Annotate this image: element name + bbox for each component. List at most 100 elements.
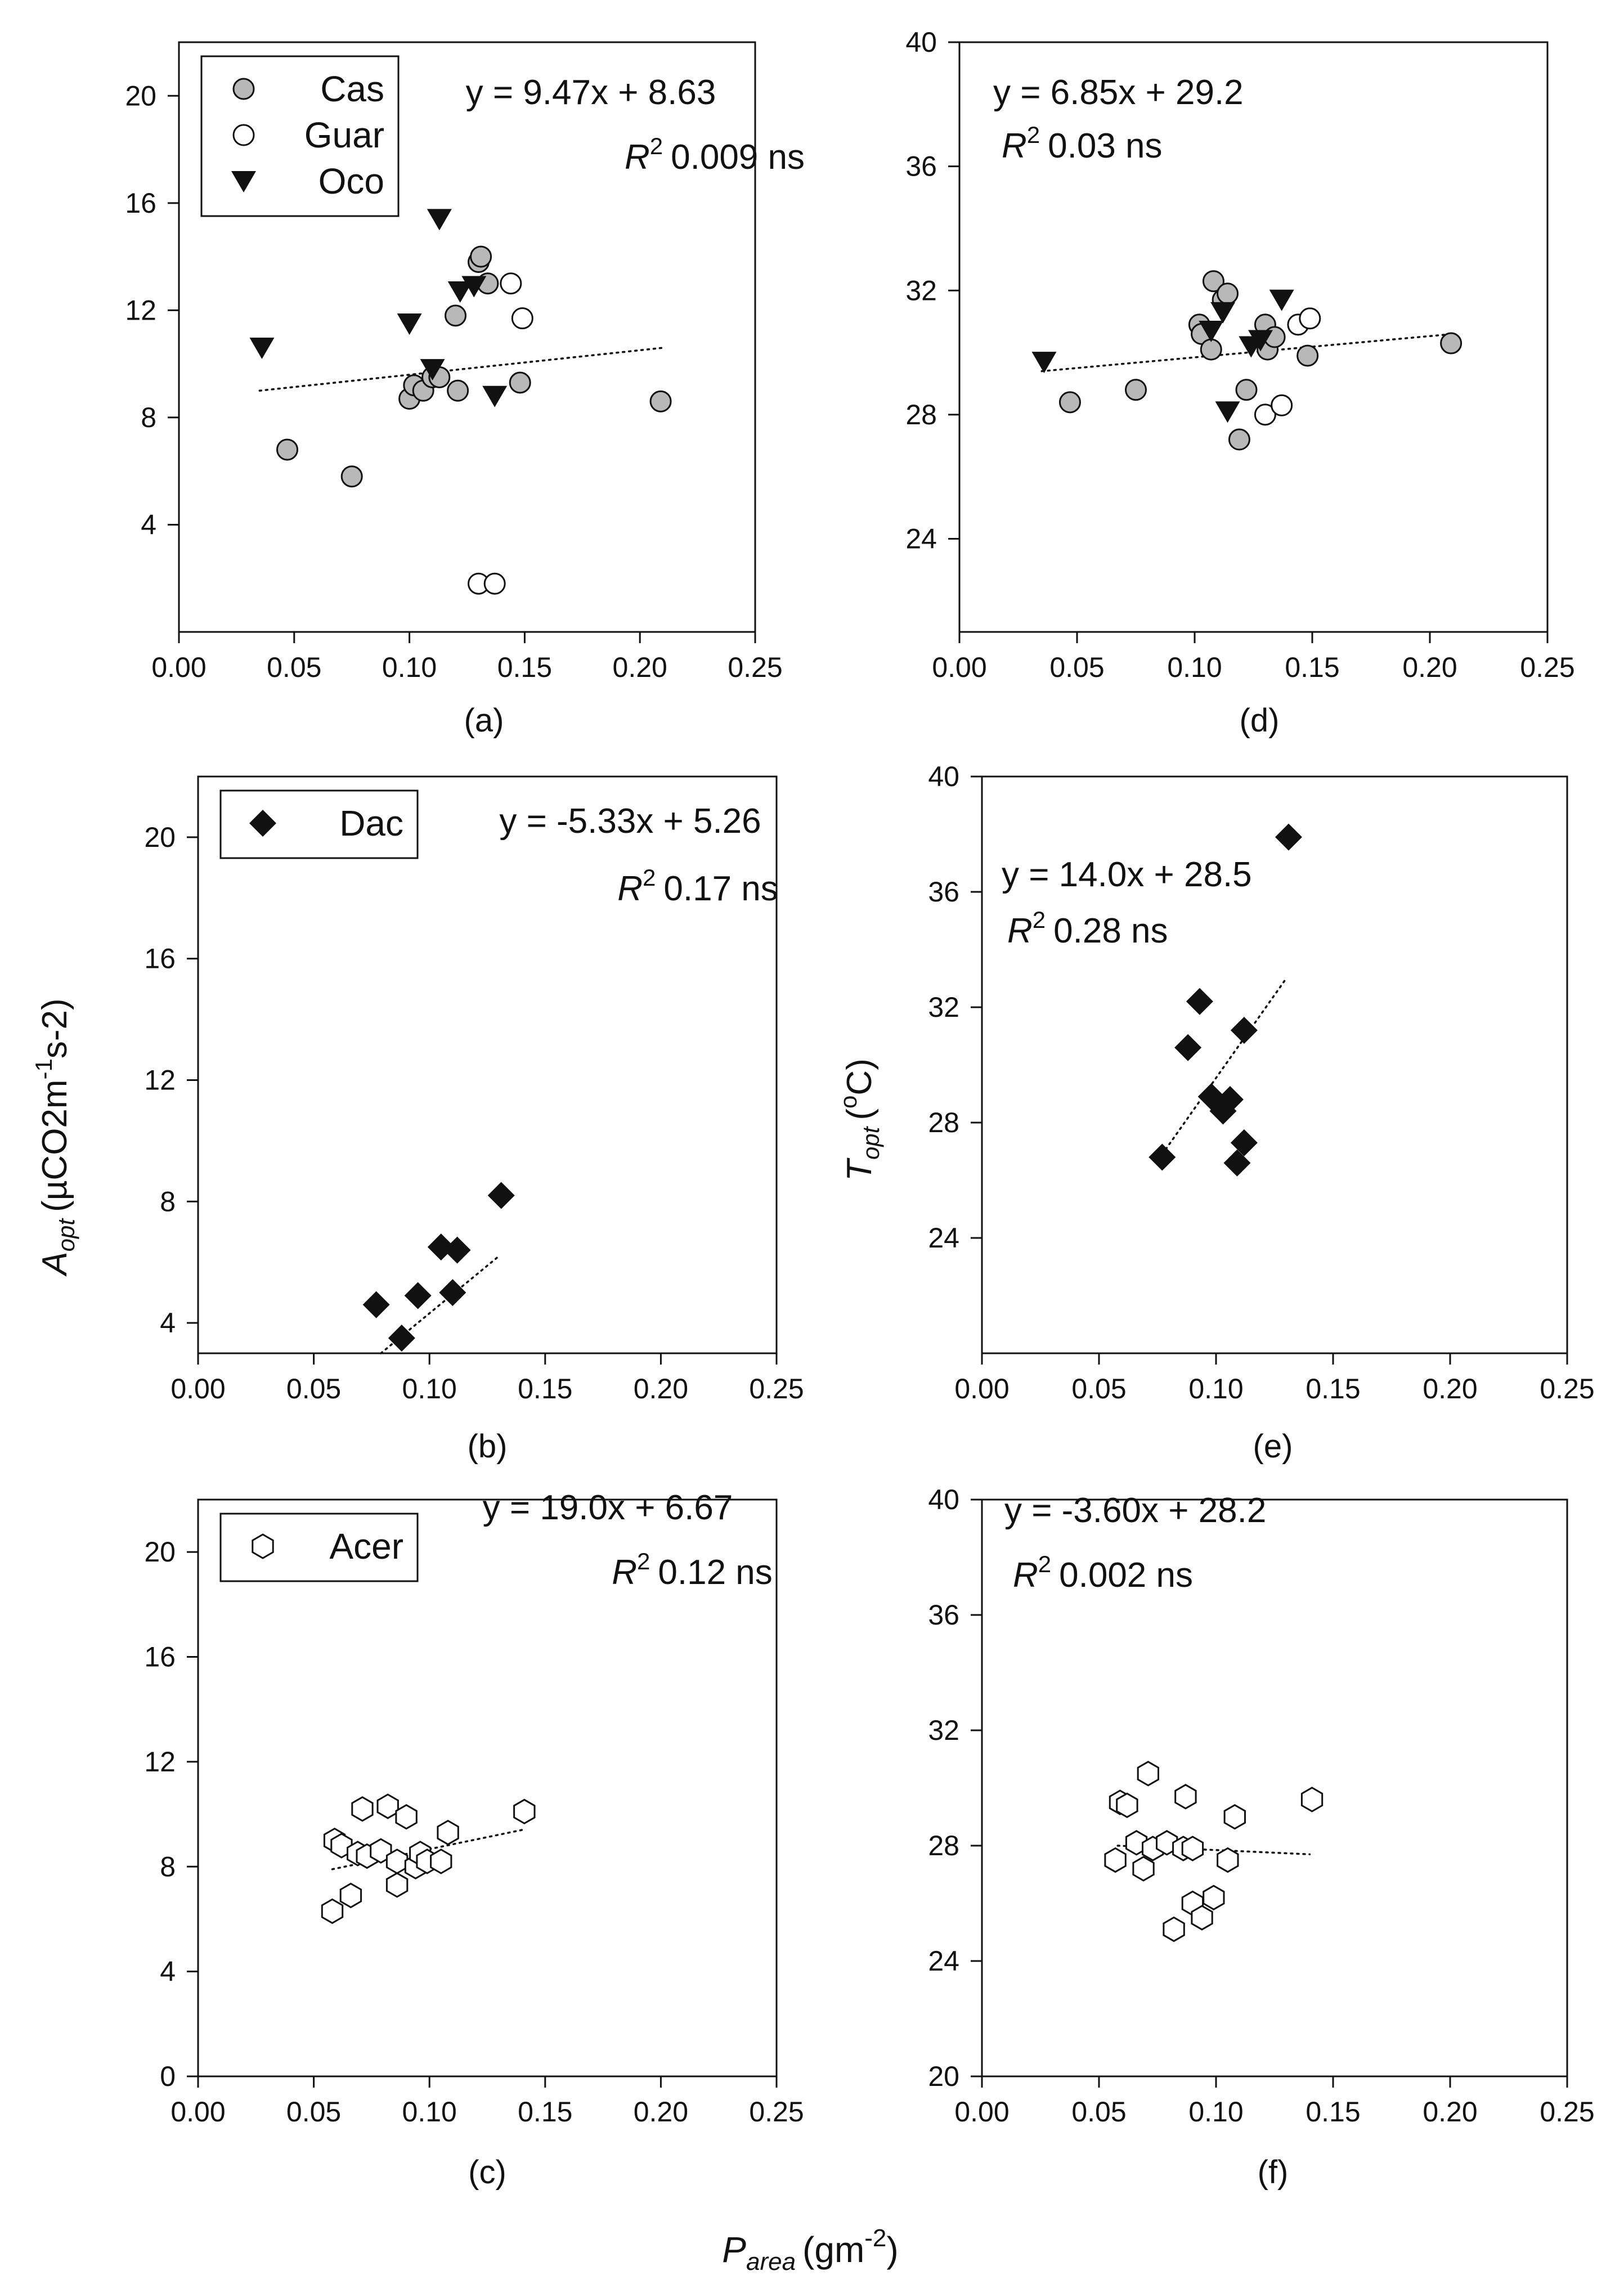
panel-f-point-acer xyxy=(1176,1785,1196,1809)
panel-f-point-acer xyxy=(1192,1906,1212,1929)
panel-a-xtick-label: 0.05 xyxy=(267,652,321,683)
panel-c-r2: R2 0.12 ns xyxy=(612,1548,773,1592)
panel-e-xtick-label: 0.00 xyxy=(954,1373,1009,1404)
panel-a-r2-value: 0.009 ns xyxy=(671,138,805,177)
legend-marker-guar xyxy=(234,125,254,145)
panel-b-xtick-label: 0.00 xyxy=(171,1373,225,1404)
panel-f-equation: y = -3.60x + 28.2 xyxy=(1004,1491,1266,1530)
panel-f-point-acer xyxy=(1302,1788,1322,1811)
panel-f-r2-exp: 2 xyxy=(1038,1551,1051,1577)
x-axis-title-main: P xyxy=(722,2229,746,2270)
legend-marker-acer xyxy=(253,1534,273,1558)
panel-a-ytick-label: 4 xyxy=(141,509,156,540)
panel-a-point-cas xyxy=(277,439,298,460)
panel-d-point-guar xyxy=(1300,308,1320,329)
panel-c-label: (c) xyxy=(468,2154,506,2191)
panel-b-r2-label: R xyxy=(617,869,643,908)
panel-c-r2-exp: 2 xyxy=(637,1548,650,1574)
panel-d-xtick-label: 0.10 xyxy=(1167,652,1222,683)
panel-a-point-cas xyxy=(471,246,491,267)
panel-b-ytick-label: 8 xyxy=(160,1186,176,1217)
panel-b-legend: Dac xyxy=(221,791,418,858)
panel-d-point-cas xyxy=(1126,380,1146,400)
panel-c-ytick-label: 20 xyxy=(144,1536,176,1568)
panel-e-point-dac xyxy=(1149,1144,1176,1171)
panel-d-point-cas xyxy=(1298,345,1318,366)
panel-f-point-acer xyxy=(1182,1837,1203,1860)
panel-f-xtick-label: 0.00 xyxy=(954,2096,1009,2128)
panel-f-point-acer xyxy=(1204,1886,1224,1909)
panel-a-point-guar xyxy=(512,308,532,329)
panel-b: 0.00 0.05 0.10 0.15 0.20 0.2548121620 y = -5.3… xyxy=(144,777,804,1465)
panel-c-r2-value: 0.12 ns xyxy=(658,1553,772,1592)
panel-f-xtick-label: 0.20 xyxy=(1423,2096,1477,2128)
panel-c-xtick-label: 0.05 xyxy=(286,2096,341,2128)
panel-d-ytick-label: 36 xyxy=(905,151,937,182)
panel-c-point-acer xyxy=(438,1821,458,1845)
panel-a-point-guar xyxy=(501,273,521,294)
panel-d-ytick-label: 40 xyxy=(905,26,937,58)
panel-d-point-oco xyxy=(1031,352,1056,373)
y-axis-title-topt-unit: C) xyxy=(840,1058,879,1095)
panel-e-point-dac xyxy=(1174,1034,1201,1061)
panel-c-ytick-label: 0 xyxy=(160,2061,176,2092)
panel-b-point-dac xyxy=(363,1291,390,1318)
y-axis-title-aopt: Aopt (µCO2m-1s-2) xyxy=(30,998,79,1277)
panel-a-xtick-label: 0.00 xyxy=(151,652,206,683)
y-axis-title-aopt-unit: (µCO2m xyxy=(35,1079,74,1212)
panel-e-point-dac xyxy=(1186,988,1213,1015)
panel-c-point-acer xyxy=(514,1800,535,1823)
panel-f-point-acer xyxy=(1218,1848,1238,1872)
panel-e-ytick-label: 36 xyxy=(928,876,959,908)
panel-b-r2-exp: 2 xyxy=(643,864,656,891)
panel-c-point-acer xyxy=(340,1884,361,1908)
panel-c-point-acer xyxy=(396,1805,416,1829)
panel-e-xtick-label: 0.20 xyxy=(1423,1373,1477,1404)
panel-e-ytick-label: 28 xyxy=(928,1107,959,1138)
panel-b-xtick-label: 0.20 xyxy=(634,1373,688,1404)
panel-e-xtick-label: 0.25 xyxy=(1540,1373,1594,1404)
y-axis-title-topt-exp: o xyxy=(835,1096,862,1109)
panel-c-xtick-label: 0.25 xyxy=(749,2096,804,2128)
legend-label-acer: Acer xyxy=(329,1526,403,1567)
panel-f-ytick-label: 32 xyxy=(928,1715,959,1746)
panel-a-point-guar xyxy=(484,573,505,594)
panel-d-xtick-label: 0.20 xyxy=(1402,652,1457,683)
panel-c-point-acer xyxy=(387,1850,407,1873)
panel-a-point-cas xyxy=(651,391,671,411)
panel-c-point-acer xyxy=(431,1850,451,1873)
panel-f-xtick-label: 0.25 xyxy=(1540,2096,1594,2128)
panel-f-ytick-label: 20 xyxy=(928,2061,959,2092)
panel-f-point-acer xyxy=(1138,1762,1158,1785)
panel-b-xtick-label: 0.25 xyxy=(749,1373,804,1404)
panel-c-ytick-label: 12 xyxy=(144,1746,176,1778)
panel-a-xtick-label: 0.25 xyxy=(728,652,782,683)
panel-c-xtick-label: 0.00 xyxy=(171,2096,225,2128)
y-axis-title-topt: Topt(oC) xyxy=(835,1058,884,1181)
x-axis-title-parea: Parea (gm-2) xyxy=(722,2224,898,2276)
panel-c: 0.00 0.05 0.10 0.15 0.20 0.25 0 4 8 12 16 20 y = 19.… xyxy=(144,1488,804,2191)
panel-a-point-oco xyxy=(427,209,452,230)
panel-e-label: (e) xyxy=(1253,1428,1293,1465)
panel-d: 0.00 0.05 0.10 0.15 0.20 0.252428323640y = 6.… xyxy=(905,26,1574,739)
y-axis-title-topt-open: ( xyxy=(840,1109,879,1120)
panel-f-label: (f) xyxy=(1258,2154,1289,2191)
panel-d-point-cas xyxy=(1218,284,1238,304)
x-axis-title-exp: -2 xyxy=(864,2224,886,2252)
panel-a-xtick-label: 0.10 xyxy=(382,652,437,683)
panel-f-xtick-label: 0.15 xyxy=(1306,2096,1360,2128)
panel-b-xtick-label: 0.10 xyxy=(402,1373,457,1404)
panel-a-point-cas xyxy=(446,306,466,326)
panel-e-point-dac xyxy=(1275,824,1302,851)
panel-d-point-oco xyxy=(1215,401,1240,423)
panel-e-point-dac xyxy=(1231,1017,1258,1044)
panel-c-xtick-label: 0.20 xyxy=(634,2096,688,2128)
panel-d-xtick-label: 0.25 xyxy=(1520,652,1574,683)
panel-a-point-cas xyxy=(342,466,362,487)
panel-d-ytick-label: 28 xyxy=(905,399,937,430)
legend-label-cas: Cas xyxy=(320,69,384,109)
panel-d-r2: R2 0.03 ns xyxy=(1002,122,1163,165)
panel-c-ytick-label: 4 xyxy=(160,1956,176,1987)
panel-c-xtick-label: 0.10 xyxy=(402,2096,457,2128)
panel-a-label: (a) xyxy=(464,702,504,739)
